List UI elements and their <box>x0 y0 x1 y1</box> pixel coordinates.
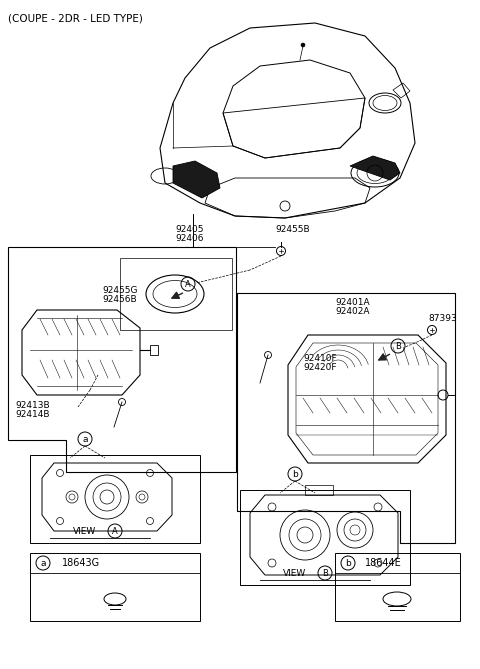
Polygon shape <box>350 156 400 180</box>
Text: 92401A: 92401A <box>335 298 370 306</box>
Text: 92455B: 92455B <box>275 225 310 233</box>
Text: 92414B: 92414B <box>15 409 49 419</box>
Bar <box>30 553 200 621</box>
Bar <box>240 490 410 585</box>
Bar <box>335 553 460 621</box>
Text: 92456B: 92456B <box>102 294 137 304</box>
Bar <box>120 258 232 330</box>
Text: 18644E: 18644E <box>365 558 402 568</box>
Text: B: B <box>395 341 401 351</box>
Text: B: B <box>322 569 328 577</box>
Text: 87393: 87393 <box>428 314 457 322</box>
Text: a: a <box>40 559 46 567</box>
Text: a: a <box>82 434 88 444</box>
Text: 92420F: 92420F <box>303 363 336 371</box>
Text: VIEW: VIEW <box>73 527 96 535</box>
Text: 92410F: 92410F <box>303 353 336 363</box>
Circle shape <box>301 43 305 47</box>
Polygon shape <box>173 161 220 198</box>
Bar <box>305 485 333 495</box>
Text: VIEW: VIEW <box>283 569 306 577</box>
Text: A: A <box>112 527 118 535</box>
Text: 92405: 92405 <box>175 225 204 233</box>
Text: 92402A: 92402A <box>335 306 370 316</box>
Text: 18643G: 18643G <box>62 558 100 568</box>
Text: 92406: 92406 <box>175 233 204 242</box>
Text: A: A <box>185 280 191 288</box>
Text: b: b <box>345 559 351 567</box>
Text: (COUPE - 2DR - LED TYPE): (COUPE - 2DR - LED TYPE) <box>8 13 143 23</box>
Text: b: b <box>292 470 298 478</box>
Text: 92455G: 92455G <box>102 286 137 294</box>
Bar <box>30 455 200 543</box>
Bar <box>150 345 158 355</box>
Text: 92413B: 92413B <box>15 401 49 409</box>
